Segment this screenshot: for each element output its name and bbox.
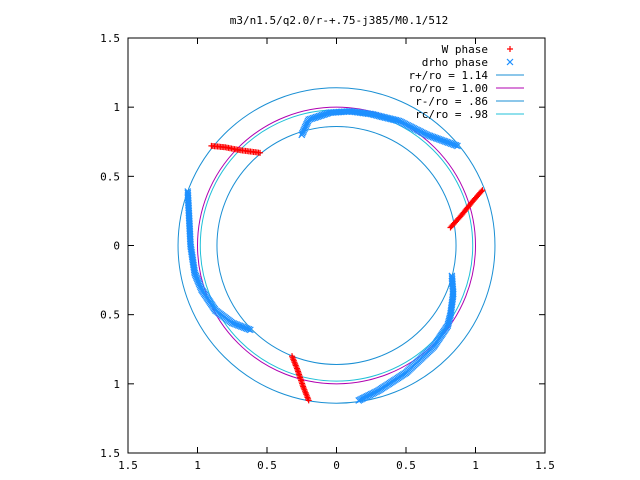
y-tick-label: 1.5: [100, 32, 120, 45]
cross-marker: [355, 397, 363, 404]
series-cross: [184, 107, 461, 404]
cross-marker: [452, 141, 460, 149]
legend-label-5: rc/ro = .98: [415, 108, 488, 121]
cross-marker: [454, 142, 461, 150]
y-tick-label: 1: [113, 378, 120, 391]
chart-title: m3/n1.5/q2.0/r-+.75-j385/M0.1/512: [230, 14, 449, 27]
legend-label-2: r+/ro = 1.14: [409, 69, 489, 82]
x-tick-label: 0.5: [257, 459, 277, 472]
series-plus: [208, 142, 486, 404]
x-tick-label: 1.5: [118, 459, 138, 472]
y-tick-label: 1.5: [100, 447, 120, 460]
y-tick-label: 1: [113, 101, 120, 114]
plus-marker: [507, 46, 513, 52]
reference-circles: [177, 87, 496, 404]
circle-1: [197, 106, 476, 385]
cross-marker: [506, 58, 514, 66]
y-axis-ticks: 1.5 1 0.5 0 0.5 1 1.5: [100, 32, 545, 460]
x-tick-label: 1: [472, 459, 479, 472]
circle-2: [216, 126, 457, 365]
cross-marker: [245, 325, 253, 333]
legend-label-0: W phase: [442, 43, 488, 56]
x-tick-label: 0: [333, 459, 340, 472]
y-tick-label: 0.5: [100, 309, 120, 322]
x-tick-label: 1: [194, 459, 201, 472]
x-axis-ticks: 1.5 1 0.5 0 0.5 1 1.5: [118, 38, 555, 472]
x-tick-label: 0.5: [396, 459, 416, 472]
cross-marker: [246, 326, 254, 334]
plus-marker: [305, 397, 312, 404]
plus-marker: [479, 187, 486, 194]
circle-0: [177, 87, 496, 404]
plus-marker: [478, 188, 485, 195]
y-tick-label: 0.5: [100, 170, 120, 183]
legend-label-1: drho phase: [422, 56, 488, 69]
legend-label-4: r-/ro = .86: [415, 95, 488, 108]
legend-label-3: ro/ro = 1.00: [409, 82, 488, 95]
scatter-markers: [184, 107, 486, 404]
y-tick-label: 0: [113, 240, 120, 253]
x-tick-label: 1.5: [535, 459, 555, 472]
plus-marker: [257, 149, 264, 156]
